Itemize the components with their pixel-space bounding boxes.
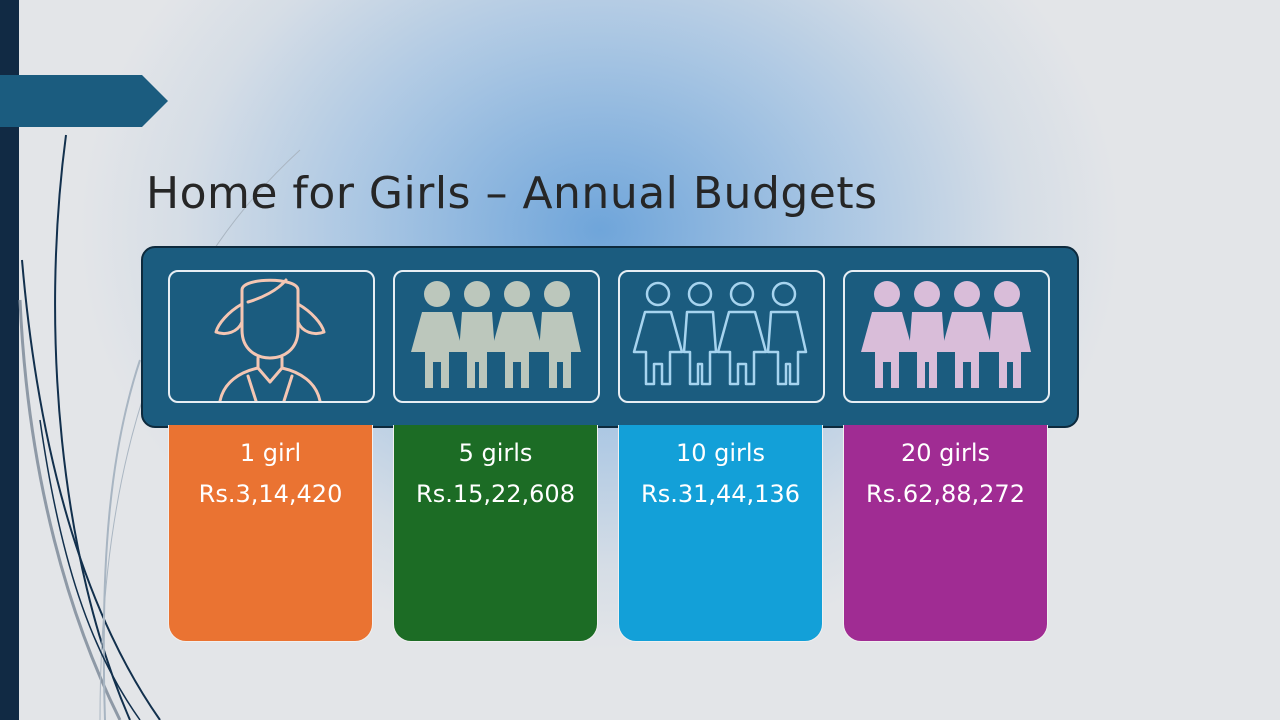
group-of-four-icon — [411, 281, 581, 388]
budget-card-label: 20 girls — [900, 439, 991, 467]
group-of-four-outline-icon — [632, 281, 808, 386]
icon-box-3 — [618, 270, 825, 403]
budget-card-10-girls: 10 girls Rs.31,44,136 — [618, 425, 823, 642]
budget-card-amount: Rs.31,44,136 — [641, 480, 800, 508]
girl-outline-icon — [214, 278, 326, 401]
budget-card-20-girls: 20 girls Rs.62,88,272 — [843, 425, 1048, 642]
budget-card-amount: Rs.15,22,608 — [416, 480, 575, 508]
decorative-swoosh-lines — [18, 134, 301, 720]
icon-box-1 — [168, 270, 375, 403]
group-of-four-icon — [861, 281, 1031, 388]
budget-card-amount: Rs.62,88,272 — [866, 480, 1025, 508]
budget-card-amount: Rs.3,14,420 — [198, 480, 343, 508]
icon-box-2 — [393, 270, 600, 403]
title-arrow-banner — [0, 75, 168, 127]
budget-card-label: 10 girls — [675, 439, 766, 467]
budget-card-5-girls: 5 girls Rs.15,22,608 — [393, 425, 598, 642]
left-accent-bar — [0, 0, 19, 720]
icon-box-4 — [843, 270, 1050, 403]
budget-card-1-girl: 1 girl Rs.3,14,420 — [168, 425, 373, 642]
budget-card-label: 1 girl — [239, 439, 302, 467]
budget-card-label: 5 girls — [458, 439, 533, 467]
page-title: Home for Girls – Annual Budgets — [146, 168, 878, 219]
